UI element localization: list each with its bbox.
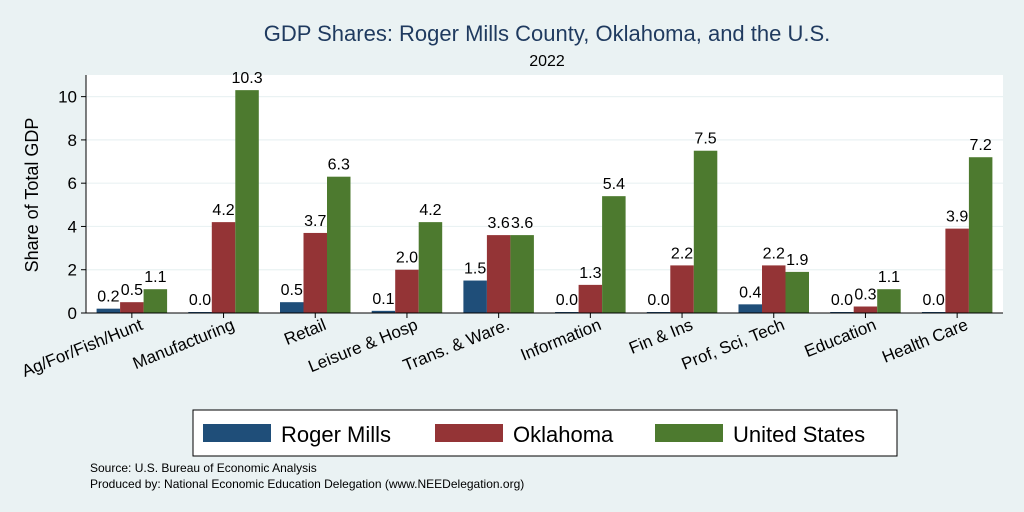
x-tick-label-prof-sci-tech: Prof, Sci, Tech: [679, 315, 787, 374]
chart-subtitle: 2022: [529, 53, 565, 70]
data-label-oklahoma-fin-ins: 2.2: [671, 245, 693, 262]
y-tick-label-4: 4: [68, 217, 77, 236]
data-label-roger-mills-prof-sci-tech: 0.4: [739, 284, 761, 301]
bar-oklahoma-health-care: [945, 228, 969, 313]
legend-swatch-united-states: [655, 424, 723, 442]
data-label-united-states-ag-for-fish-hunt: 1.1: [144, 269, 166, 286]
x-tick-label-ag-for-fish-hunt: Ag/For/Fish/Hunt: [19, 315, 146, 381]
legend-label-united-states: United States: [733, 422, 865, 447]
data-label-roger-mills-ag-for-fish-hunt: 0.2: [97, 289, 119, 306]
data-label-oklahoma-ag-for-fish-hunt: 0.5: [121, 282, 143, 299]
data-label-oklahoma-manufacturing: 4.2: [212, 202, 234, 219]
bar-oklahoma-ag-for-fish-hunt: [120, 302, 144, 313]
x-tick-label-information: Information: [518, 315, 604, 364]
bar-united-states-education: [877, 289, 901, 313]
source-note: Source: U.S. Bureau of Economic Analysis: [90, 461, 317, 475]
x-tick-label-fin-ins: Fin & Ins: [626, 315, 695, 358]
data-label-oklahoma-information: 1.3: [579, 265, 601, 282]
data-label-roger-mills-manufacturing: 0.0: [189, 292, 211, 309]
bar-united-states-manufacturing: [235, 90, 259, 314]
legend-box: [192, 409, 898, 457]
bar-united-states-prof-sci-tech: [785, 271, 809, 313]
y-tick-label-10: 10: [58, 88, 77, 107]
legend-label-oklahoma: Oklahoma: [513, 422, 614, 447]
data-label-roger-mills-retail: 0.5: [281, 282, 303, 299]
data-label-united-states-health-care: 7.2: [970, 137, 992, 154]
bar-roger-mills-retail: [280, 302, 304, 313]
bar-oklahoma-retail: [303, 232, 327, 313]
bar-oklahoma-leisure-hosp: [395, 269, 419, 313]
axes: [81, 75, 1003, 318]
data-label-oklahoma-trans-ware: 3.6: [488, 215, 510, 232]
data-label-united-states-trans-ware: 3.6: [511, 215, 533, 232]
bar-oklahoma-education: [853, 306, 878, 313]
bar-united-states-fin-ins: [693, 150, 718, 313]
y-tick-label-8: 8: [68, 131, 77, 150]
data-label-united-states-retail: 6.3: [328, 157, 350, 174]
bar-roger-mills-leisure-hosp: [371, 310, 396, 313]
y-tick-label-0: 0: [68, 304, 77, 323]
y-axis-label: Share of Total GDP: [22, 118, 42, 273]
bar-roger-mills-ag-for-fish-hunt: [96, 308, 121, 313]
bar-united-states-health-care: [968, 157, 993, 313]
data-label-united-states-fin-ins: 7.5: [694, 131, 716, 148]
bar-united-states-trans-ware: [510, 235, 534, 313]
x-tick-label-trans-ware: Trans. & Ware.: [400, 315, 512, 375]
data-label-roger-mills-trans-ware: 1.5: [464, 261, 486, 278]
bar-roger-mills-prof-sci-tech: [738, 304, 762, 313]
data-label-roger-mills-education: 0.0: [831, 292, 853, 309]
legend-swatch-oklahoma: [435, 424, 503, 442]
x-tick-label-education: Education: [802, 315, 879, 361]
y-tick-label-6: 6: [68, 174, 77, 193]
x-tick-label-health-care: Health Care: [879, 315, 970, 367]
data-label-roger-mills-information: 0.0: [556, 292, 578, 309]
bar-oklahoma-prof-sci-tech: [762, 265, 786, 313]
bar-united-states-leisure-hosp: [418, 222, 443, 313]
bar-oklahoma-fin-ins: [670, 265, 694, 313]
x-tick-label-retail: Retail: [281, 315, 328, 349]
chart-title: GDP Shares: Roger Mills County, Oklahoma…: [264, 21, 831, 46]
bar-oklahoma-information: [578, 284, 603, 313]
data-label-oklahoma-education: 0.3: [854, 287, 876, 304]
data-label-united-states-education: 1.1: [878, 269, 900, 286]
data-label-united-states-leisure-hosp: 4.2: [419, 202, 441, 219]
legend-swatch-roger-mills: [203, 424, 271, 442]
bars: [96, 90, 993, 314]
y-tick-labels: 0 2 4 6 8 10: [58, 88, 77, 323]
data-labels: 0.2 0.51.10.04.210.30.53.76.30.12.04.21.5…: [97, 70, 992, 309]
data-label-roger-mills-leisure-hosp: 0.1: [372, 291, 394, 308]
y-tick-label-2: 2: [68, 261, 77, 280]
data-label-oklahoma-retail: 3.7: [304, 213, 326, 230]
data-label-roger-mills-fin-ins: 0.0: [647, 292, 669, 309]
data-label-oklahoma-prof-sci-tech: 2.2: [763, 245, 785, 262]
data-label-united-states-manufacturing: 10.3: [231, 70, 262, 87]
bar-united-states-information: [602, 196, 626, 313]
bar-united-states-ag-for-fish-hunt: [143, 289, 168, 313]
legend: Roger Mills Oklahoma United States: [192, 409, 898, 457]
bar-united-states-retail: [327, 176, 351, 313]
data-label-united-states-information: 5.4: [603, 176, 625, 193]
legend-label-roger-mills: Roger Mills: [281, 422, 391, 447]
x-tick-label-manufacturing: Manufacturing: [130, 315, 237, 373]
bar-oklahoma-manufacturing: [211, 222, 236, 313]
data-label-oklahoma-health-care: 3.9: [946, 209, 968, 226]
produced-by-note: Produced by: National Economic Education…: [90, 477, 524, 491]
bar-roger-mills-trans-ware: [463, 280, 487, 313]
data-label-oklahoma-leisure-hosp: 2.0: [396, 250, 418, 267]
data-label-united-states-prof-sci-tech: 1.9: [786, 252, 808, 269]
bar-oklahoma-trans-ware: [486, 235, 511, 313]
data-label-roger-mills-health-care: 0.0: [923, 292, 945, 309]
